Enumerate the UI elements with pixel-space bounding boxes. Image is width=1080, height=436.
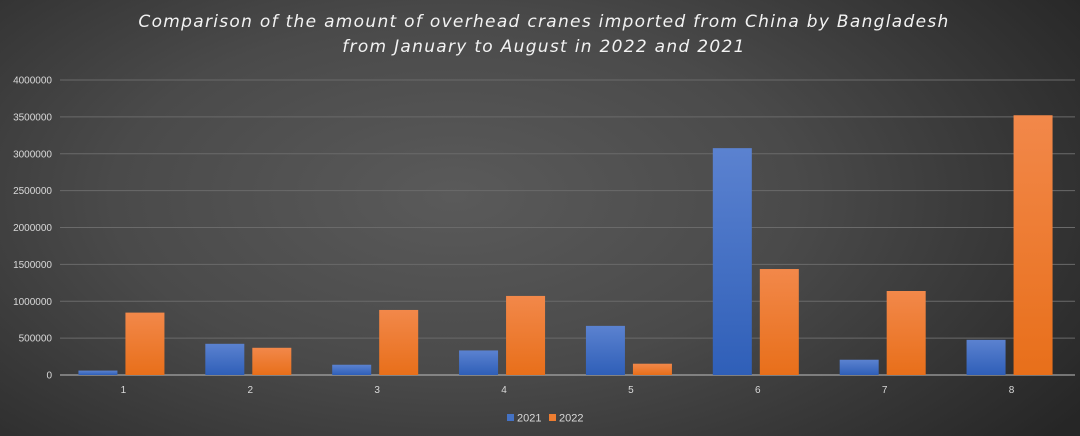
bar-2022-8 (1013, 115, 1053, 375)
bar-2022-4 (506, 295, 546, 375)
bar-2021-8 (966, 339, 1006, 375)
legend-swatch-2021 (507, 414, 514, 421)
y-tick-label: 2500000 (13, 186, 52, 197)
x-tick-label: 6 (755, 385, 761, 396)
bar-2021-2 (205, 343, 245, 375)
bar-2022-6 (759, 269, 799, 375)
bar-2021-5 (585, 325, 625, 375)
bar-2021-4 (459, 350, 499, 375)
legend-label-2022: 2022 (559, 413, 583, 425)
x-tick-label: 2 (248, 385, 254, 396)
y-tick-label: 2000000 (13, 223, 52, 234)
bar-2021-1 (78, 370, 118, 375)
y-tick-label: 0 (46, 371, 52, 382)
bar-2022-3 (379, 309, 419, 375)
x-tick-label: 4 (501, 385, 507, 396)
x-tick-label: 5 (628, 385, 634, 396)
x-tick-label: 3 (374, 385, 380, 396)
x-tick-label: 8 (1009, 385, 1015, 396)
bar-2021-7 (839, 359, 879, 375)
y-tick-label: 3000000 (13, 149, 52, 160)
bar-2022-1 (125, 312, 165, 375)
bar-2021-3 (332, 364, 372, 375)
chart-title-line2: from January to August in 2022 and 2021 (342, 37, 746, 57)
legend-swatch-2022 (549, 414, 556, 421)
x-tick-label: 7 (882, 385, 888, 396)
y-tick-label: 1000000 (13, 297, 52, 308)
bar-2022-2 (252, 347, 292, 375)
y-tick-label: 3500000 (13, 112, 52, 123)
bar-2022-7 (886, 290, 926, 375)
x-tick-label: 1 (121, 385, 127, 396)
bar-2022-5 (632, 363, 672, 375)
y-tick-label: 1500000 (13, 260, 52, 271)
y-tick-label: 4000000 (13, 76, 52, 87)
chart-title: Comparison of the amount of overhead cra… (0, 10, 1080, 60)
legend-label-2021: 2021 (517, 413, 541, 425)
chart-title-line1: Comparison of the amount of overhead cra… (138, 12, 950, 32)
bar-2021-6 (712, 148, 752, 375)
y-tick-label: 500000 (19, 334, 53, 345)
